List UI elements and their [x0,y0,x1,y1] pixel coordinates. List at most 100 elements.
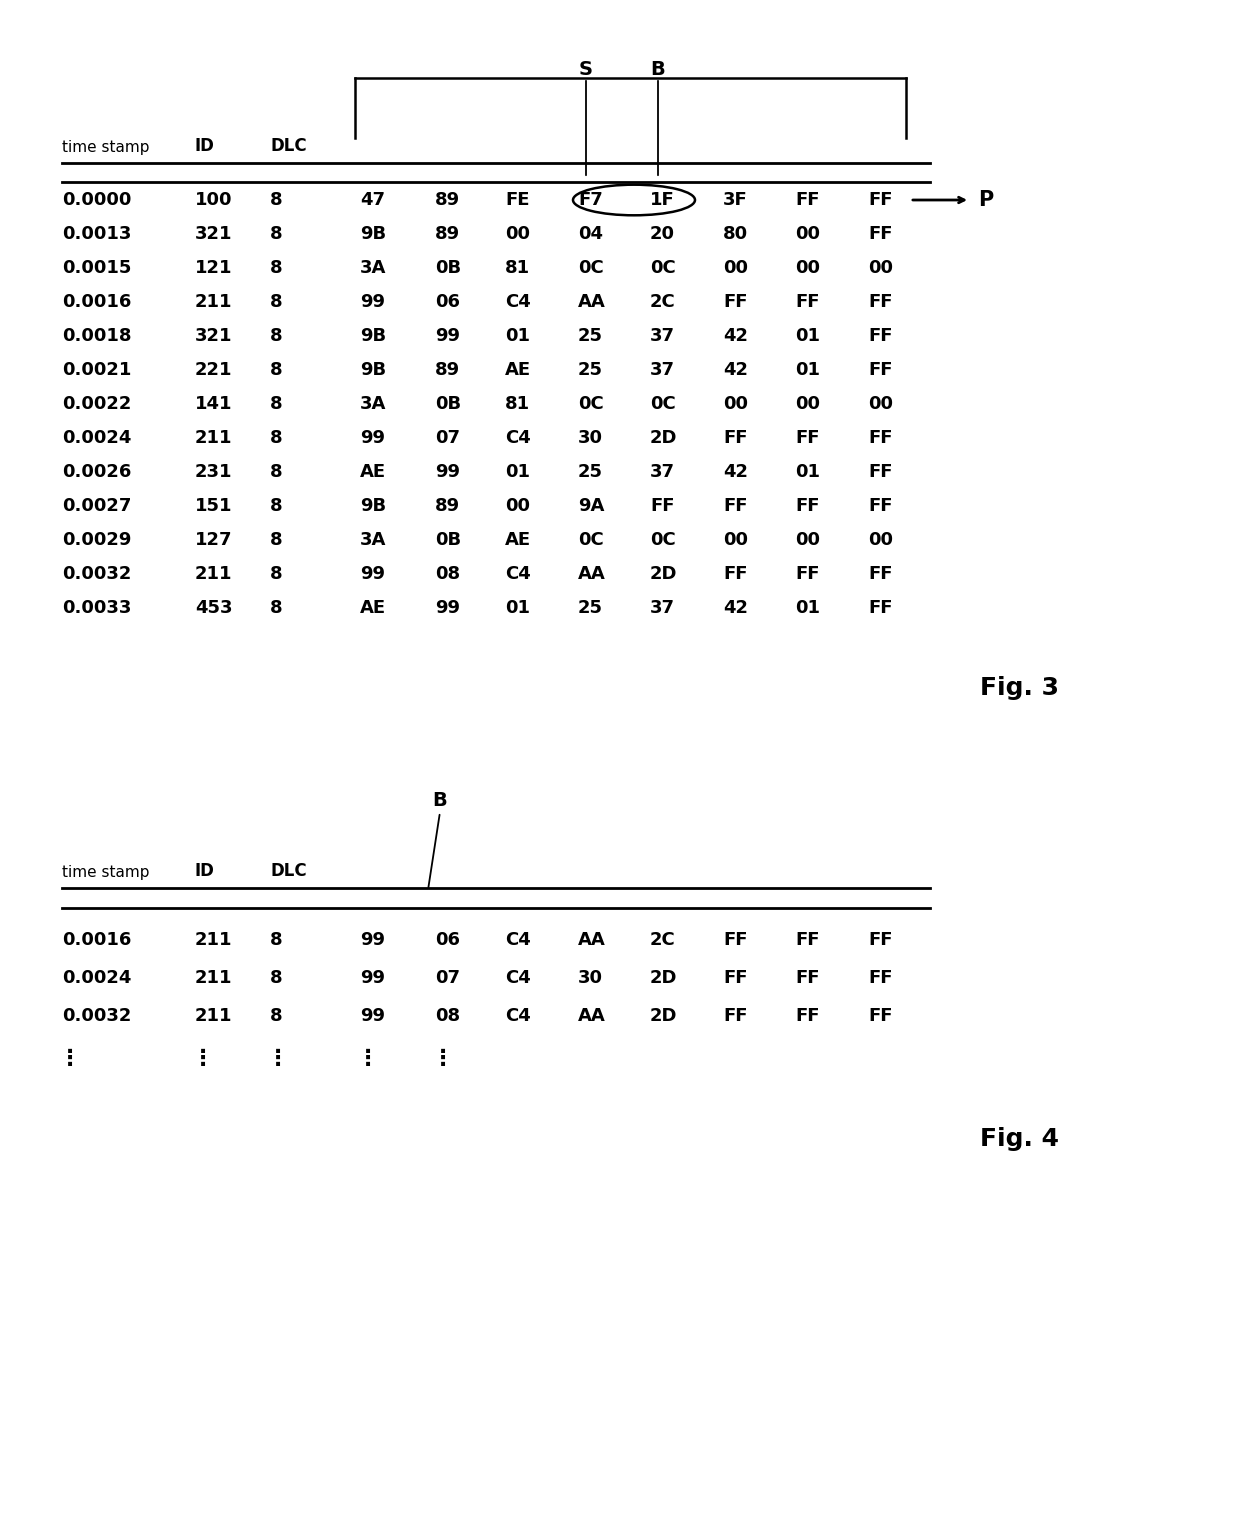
Text: 00: 00 [795,396,820,412]
Text: 127: 127 [195,531,233,549]
Text: FF: FF [868,497,893,515]
Text: B: B [651,61,666,79]
Text: C4: C4 [505,293,531,311]
Text: FF: FF [868,361,893,379]
Text: 47: 47 [360,191,384,209]
Text: 0C: 0C [578,531,604,549]
Text: 2D: 2D [650,969,677,987]
Text: 3F: 3F [723,191,748,209]
Text: 99: 99 [435,462,460,481]
Text: FF: FF [868,327,893,346]
Text: 211: 211 [195,1007,233,1025]
Text: 07: 07 [435,969,460,987]
Text: 0C: 0C [578,396,604,412]
Text: Fig. 4: Fig. 4 [980,1126,1059,1151]
Text: FF: FF [868,293,893,311]
Text: 00: 00 [505,497,529,515]
Text: 453: 453 [195,599,233,617]
Text: 08: 08 [435,565,460,584]
Text: 0C: 0C [650,531,676,549]
Text: 89: 89 [435,191,460,209]
Text: FF: FF [723,969,748,987]
Text: 20: 20 [650,224,675,243]
Text: 81: 81 [505,259,531,277]
Text: 00: 00 [505,224,529,243]
Text: 00: 00 [723,259,748,277]
Text: 0.0026: 0.0026 [62,462,131,481]
Text: 01: 01 [505,599,529,617]
Text: FF: FF [795,497,820,515]
Text: 04: 04 [578,224,603,243]
Text: 9B: 9B [360,361,386,379]
Text: 9A: 9A [578,497,604,515]
Text: ⋮: ⋮ [267,1049,289,1069]
Text: 8: 8 [270,531,283,549]
Text: 321: 321 [195,327,233,346]
Text: FF: FF [868,1007,893,1025]
Text: 8: 8 [270,327,283,346]
Text: 25: 25 [578,361,603,379]
Text: 0.0016: 0.0016 [62,293,131,311]
Text: 0.0016: 0.0016 [62,931,131,949]
Text: 01: 01 [795,361,820,379]
Text: 0.0015: 0.0015 [62,259,131,277]
Text: FF: FF [795,191,820,209]
Text: 9B: 9B [360,327,386,346]
Text: AA: AA [578,931,606,949]
Text: AA: AA [578,293,606,311]
Text: 8: 8 [270,293,283,311]
Text: 25: 25 [578,462,603,481]
Text: 25: 25 [578,327,603,346]
Text: 8: 8 [270,224,283,243]
Text: 2D: 2D [650,565,677,584]
Text: DLC: DLC [270,136,306,155]
Text: 0B: 0B [435,259,461,277]
Text: 211: 211 [195,969,233,987]
Text: 211: 211 [195,293,233,311]
Text: FF: FF [650,497,675,515]
Text: 06: 06 [435,293,460,311]
Text: 00: 00 [868,396,893,412]
Text: FF: FF [795,931,820,949]
Text: 25: 25 [578,599,603,617]
Text: 00: 00 [795,224,820,243]
Text: 07: 07 [435,429,460,447]
Text: 01: 01 [795,327,820,346]
Text: 00: 00 [723,531,748,549]
Text: 221: 221 [195,361,233,379]
Text: ID: ID [195,863,215,879]
Text: 99: 99 [360,293,384,311]
Text: 0C: 0C [650,259,676,277]
Text: 0B: 0B [435,396,461,412]
Text: 81: 81 [505,396,531,412]
Text: FF: FF [795,293,820,311]
Text: time stamp: time stamp [62,139,150,155]
Text: 151: 151 [195,497,233,515]
Text: 231: 231 [195,462,233,481]
Text: 89: 89 [435,361,460,379]
Text: 99: 99 [360,969,384,987]
Text: FF: FF [723,429,748,447]
Text: ⋮: ⋮ [357,1049,379,1069]
Text: 2C: 2C [650,931,676,949]
Text: ID: ID [195,136,215,155]
Text: AA: AA [578,1007,606,1025]
Text: 211: 211 [195,931,233,949]
Text: FF: FF [868,224,893,243]
Text: 8: 8 [270,396,283,412]
Text: 9B: 9B [360,224,386,243]
Text: FF: FF [795,969,820,987]
Text: 99: 99 [360,429,384,447]
Text: FF: FF [868,429,893,447]
Text: 8: 8 [270,429,283,447]
Text: 1F: 1F [650,191,675,209]
Text: 99: 99 [435,327,460,346]
Text: 3A: 3A [360,396,387,412]
Text: S: S [579,61,593,79]
Text: 0.0000: 0.0000 [62,191,131,209]
Text: 00: 00 [795,531,820,549]
Text: 42: 42 [723,599,748,617]
Text: 00: 00 [795,259,820,277]
Text: ⋮: ⋮ [432,1049,454,1069]
Text: 42: 42 [723,327,748,346]
